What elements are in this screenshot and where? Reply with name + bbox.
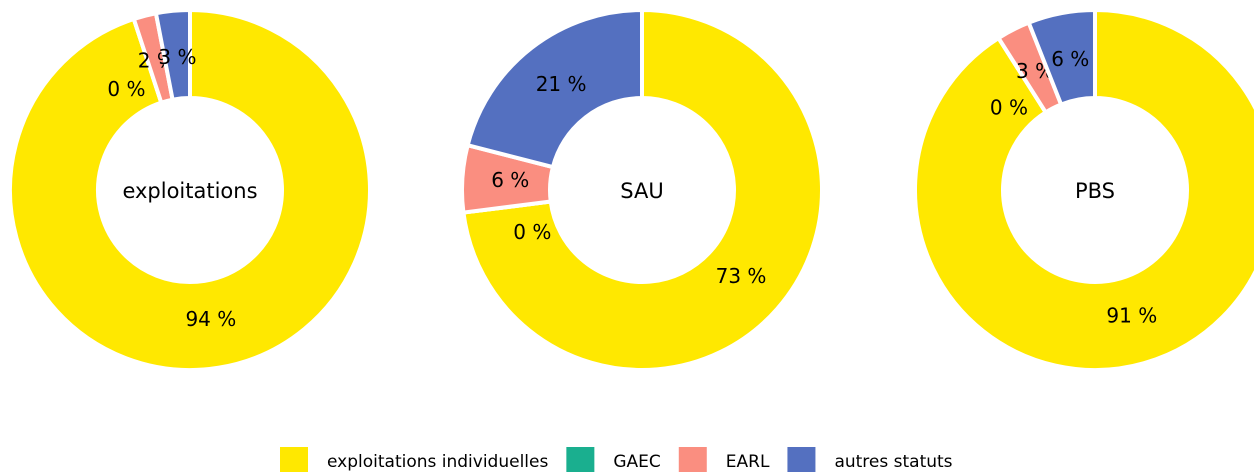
donut-slice: [8, 7, 372, 372]
donut-slice: [465, 7, 644, 170]
slice-label: 21 %: [536, 72, 587, 96]
slice-label: 6 %: [491, 168, 529, 192]
donut-slice: [461, 7, 824, 372]
slice-label: 0 %: [107, 77, 145, 101]
donut-center-label: exploitations: [122, 179, 257, 203]
slice-label: 73 %: [716, 264, 767, 288]
slice-label: 0 %: [990, 96, 1028, 120]
slice-label: 94 %: [185, 307, 236, 331]
donut-center-label: PBS: [1075, 179, 1115, 203]
donut-slice: [1026, 7, 1097, 108]
legend-swatch: [280, 447, 308, 472]
slice-label: 3 %: [158, 45, 196, 69]
slice-label: 91 %: [1106, 303, 1157, 327]
legend-swatch: [678, 447, 707, 472]
donut-center-label: SAU: [620, 179, 663, 203]
legend-label: autres statuts: [834, 452, 952, 472]
legend-swatch: [566, 447, 595, 472]
legend-label: GAEC: [613, 452, 660, 472]
legend-label: EARL: [726, 452, 770, 472]
slice-label: 0 %: [513, 220, 551, 244]
slice-label: 6 %: [1051, 47, 1089, 71]
donut-slice: [913, 7, 1254, 372]
donut-slice: [153, 7, 192, 103]
legend-label: exploitations individuelles: [327, 452, 548, 472]
legend-swatch: [787, 447, 816, 472]
